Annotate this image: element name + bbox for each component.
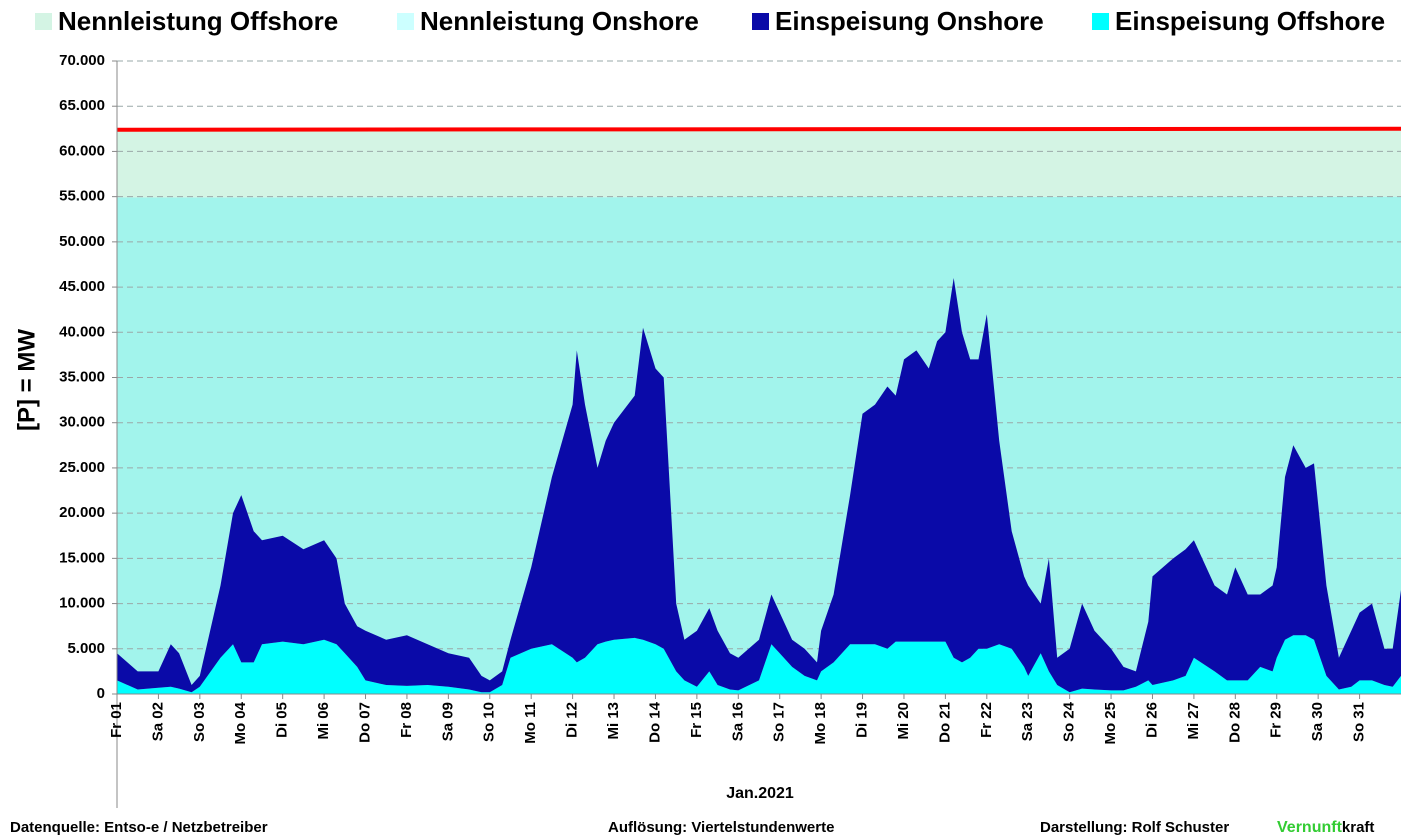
x-tick-label: Mo 25	[1102, 702, 1119, 745]
y-tick-label: 0	[97, 685, 105, 702]
x-tick-label: Sa 23	[1019, 702, 1036, 741]
offshore-feed-in-area	[117, 635, 1401, 694]
onshore-feed-in-area	[117, 278, 1401, 693]
x-axis-title: Jan.2021	[726, 785, 794, 802]
x-tick-label: Mo 11	[522, 702, 539, 744]
x-tick-label: Do 07	[356, 702, 373, 743]
legend-label: Einspeisung Onshore	[775, 6, 1044, 36]
x-tick-label: Mi 06	[315, 702, 332, 740]
y-tick-label: 45.000	[59, 278, 105, 295]
x-tick-label: Sa 30	[1309, 702, 1326, 741]
resolution-note: Auflösung: Viertelstundenwerte	[608, 819, 834, 836]
x-tick-label: Fr 15	[688, 702, 705, 738]
x-tick-label: Mi 27	[1185, 702, 1202, 740]
capacity-total-line	[116, 126, 1401, 132]
x-tick-label: Di 26	[1143, 702, 1160, 738]
x-tick-label: Mo 04	[232, 701, 249, 744]
y-tick-label: 50.000	[59, 233, 105, 250]
x-tick-label: So 17	[771, 702, 788, 742]
y-tick-label: 60.000	[59, 142, 105, 159]
x-tick-label: So 10	[481, 702, 498, 742]
y-tick-label: 70.000	[59, 52, 105, 69]
x-tick-label: So 31	[1351, 702, 1368, 742]
x-tick-label: Di 05	[274, 702, 291, 738]
y-tick-label: 35.000	[59, 368, 105, 385]
y-tick-label: 5.000	[67, 640, 105, 657]
x-tick-label: Di 19	[854, 702, 871, 738]
x-tick-label: Do 28	[1226, 702, 1243, 743]
capacity-onshore-area	[117, 196, 1401, 694]
x-tick-label: Do 14	[646, 701, 663, 743]
x-tick-label: Sa 09	[439, 702, 456, 741]
legend-label: Nennleistung Onshore	[420, 6, 699, 36]
y-axis-title: [P] = MW	[13, 329, 40, 431]
x-tick-label: Fr 08	[398, 702, 415, 738]
legend-swatch	[397, 13, 414, 30]
x-tick-label: Fr 22	[978, 702, 995, 738]
y-tick-label: 20.000	[59, 504, 105, 521]
x-tick-label: Di 12	[564, 702, 581, 738]
legend-swatch	[1092, 13, 1109, 30]
source-note: Datenquelle: Entso-e / Netzbetreiber	[10, 819, 268, 836]
legend-label: Nennleistung Offshore	[58, 6, 338, 36]
brand-part: Vernunft	[1277, 819, 1343, 836]
brand: Vernunftkraft	[1277, 819, 1374, 836]
y-tick-label: 10.000	[59, 595, 105, 612]
x-tick-label: Sa 02	[149, 702, 166, 741]
capacity-offshore-area	[117, 128, 1401, 198]
y-tick-label: 55.000	[59, 188, 105, 205]
x-tick-label: Mi 20	[895, 702, 912, 740]
y-tick-label: 30.000	[59, 414, 105, 431]
x-tick-label: Fr 29	[1268, 702, 1285, 738]
legend-swatch	[752, 13, 769, 30]
x-tick-label: So 03	[191, 702, 208, 742]
author-note: Darstellung: Rolf Schuster	[1040, 819, 1229, 836]
y-tick-label: 65.000	[59, 97, 105, 114]
legend-swatch	[35, 13, 52, 30]
y-tick-label: 40.000	[59, 323, 105, 340]
x-tick-label: Mi 13	[605, 702, 622, 740]
legend-label: Einspeisung Offshore	[1115, 6, 1385, 36]
plot-area	[116, 60, 1401, 695]
y-tick-label: 15.000	[59, 549, 105, 566]
y-tick-label: 25.000	[59, 459, 105, 476]
x-tick-label: Fr 01	[108, 702, 125, 738]
brand-part: kraft	[1342, 819, 1375, 836]
x-tick-label: Mo 18	[812, 702, 829, 745]
x-tick-label: Do 21	[936, 702, 953, 743]
x-tick-label: So 24	[1061, 701, 1078, 742]
x-tick-label: Sa 16	[729, 702, 746, 741]
